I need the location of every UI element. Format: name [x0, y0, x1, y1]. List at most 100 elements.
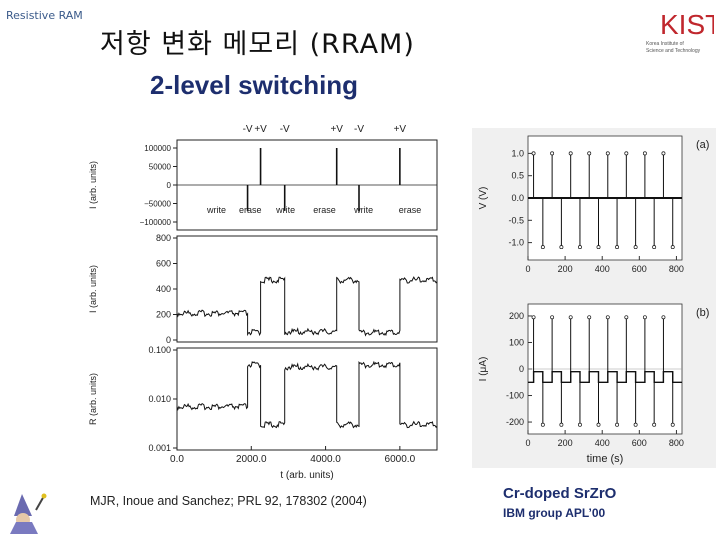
slide-subtitle: 2-level switching — [150, 70, 359, 100]
right-bottom-xtick-label: 200 — [558, 438, 573, 448]
right-top-ytick-label: -0.5 — [508, 215, 524, 225]
right-bottom-ylabel: I (μA) — [478, 357, 489, 382]
voltage-pulse-marker — [633, 245, 638, 250]
right-bottom-panel-label: (b) — [696, 307, 709, 319]
xtick-label-left-bottom: 4000.0 — [310, 454, 341, 465]
current-pulse-marker — [559, 422, 564, 427]
ylabel-left-bottom: R (arb. units) — [88, 373, 98, 425]
right-bottom-ytick-label: 100 — [509, 337, 524, 347]
ytick-label-left-top: 0 — [167, 181, 172, 190]
ytick-label-left-top: 100000 — [144, 144, 171, 153]
pulse-label: +V — [330, 124, 343, 135]
xtick-label-left-bottom: 0.0 — [170, 454, 184, 465]
right-top-ytick-label: 0.0 — [511, 193, 524, 203]
right-bottom-xtick-label: 0 — [525, 438, 530, 448]
voltage-pulse-marker — [550, 151, 555, 156]
voltage-pulse-marker — [661, 151, 666, 156]
voltage-pulse-marker — [531, 151, 536, 156]
pulse-label: +V — [254, 124, 267, 135]
right-top-xtick-label: 400 — [595, 264, 610, 274]
annotation-label: erase — [399, 205, 422, 215]
logo-mark: KIST — [660, 9, 714, 40]
xtick-label-left-bottom: 2000.0 — [236, 454, 267, 465]
ytick-label-left-bottom: 0.100 — [148, 345, 171, 355]
series-resistance-trace — [176, 360, 438, 429]
annotation-label: write — [206, 205, 226, 215]
voltage-pulse-marker — [605, 151, 610, 156]
current-pulse-marker — [605, 315, 610, 320]
current-pulse-marker — [642, 315, 647, 320]
xtick-label-left-bottom: 6000.0 — [385, 454, 416, 465]
current-pulse-marker — [568, 315, 573, 320]
voltage-pulse-marker — [540, 245, 545, 250]
ylabel-left-top: I (arb. units) — [88, 161, 98, 209]
ylabel-left-middle: I (arb. units) — [88, 265, 98, 313]
right-top-ytick-label: 0.5 — [511, 171, 524, 181]
voltage-pulse-marker — [559, 245, 564, 250]
annotation-label: write — [353, 205, 373, 215]
pulse-label: -V — [243, 124, 253, 135]
annotation-label: write — [275, 205, 295, 215]
annotation-label: erase — [239, 205, 262, 215]
left-middle-frame — [176, 235, 438, 343]
ytick-label-left-middle: 400 — [156, 284, 171, 294]
voltage-pulse-marker — [624, 151, 629, 156]
right-top-panel-label: (a) — [696, 139, 709, 151]
ytick-label-left-middle: 200 — [156, 310, 171, 320]
voltage-pulse-marker — [587, 151, 592, 156]
ytick-label-left-middle: 800 — [156, 233, 171, 243]
wizard-icon — [10, 493, 47, 534]
current-pulse-marker — [615, 422, 620, 427]
right-top-xtick-label: 800 — [669, 264, 684, 274]
citation-left: MJR, Inoue and Sanchez; PRL 92, 178302 (… — [90, 494, 367, 508]
ytick-label-left-top: −50000 — [144, 200, 171, 209]
voltage-pulse-marker — [615, 245, 620, 250]
corner-label: Resistive RAM — [6, 9, 83, 22]
annotation-label: erase — [313, 205, 336, 215]
current-pulse-marker — [578, 422, 582, 427]
current-pulse-marker — [587, 315, 592, 320]
figure-right: 1.0 0.5 0.0 -0.5 -1.0 0 200 400 600 800 (a) V (V) 20… — [472, 128, 716, 468]
left-bottom-frame — [176, 347, 438, 451]
pulse-label: -V — [280, 124, 290, 135]
right-top-xtick-label: 200 — [558, 264, 573, 274]
logo-sub-1: Korea Institute of — [646, 41, 684, 47]
right-bottom-ytick-label: 0 — [519, 364, 524, 374]
series-current-trace — [176, 276, 438, 337]
current-pulse-marker — [596, 422, 601, 427]
current-pulse-marker — [550, 315, 555, 320]
current-pulse-marker — [652, 422, 657, 427]
ytick-label-left-bottom: 0.010 — [148, 394, 171, 404]
right-bottom-ytick-label: -200 — [506, 417, 524, 427]
ytick-label-left-middle: 0 — [166, 335, 171, 345]
slide-title: 저항 변화 메모리 (RRAM) — [100, 29, 415, 60]
caption-group: IBM group APL’00 — [503, 506, 606, 520]
pulse-label: -V — [354, 124, 364, 135]
kist-logo: KIST Korea Institute of Science and Tech… — [646, 9, 714, 54]
right-bottom-xtick-label: 600 — [632, 438, 647, 448]
current-pulse-marker — [624, 315, 629, 320]
right-top-xtick-label: 600 — [632, 264, 647, 274]
current-pulse-marker — [531, 315, 536, 320]
voltage-pulse-marker — [578, 245, 582, 250]
right-top-ytick-label: -1.0 — [508, 238, 524, 248]
ytick-label-left-top: 50000 — [149, 163, 172, 172]
voltage-pulse-marker — [568, 151, 573, 156]
right-bottom-xtick-label: 800 — [669, 438, 684, 448]
logo-sub-2: Science and Technology — [646, 48, 701, 54]
ytick-label-left-top: −100000 — [140, 218, 172, 227]
current-pulse-marker — [670, 422, 675, 427]
right-bottom-ytick-label: 200 — [509, 311, 524, 321]
current-pulse-marker — [540, 422, 545, 427]
right-top-ytick-label: 1.0 — [511, 148, 524, 158]
right-bottom-xtick-label: 400 — [595, 438, 610, 448]
current-pulse-marker — [633, 422, 638, 427]
xlabel-left-bottom: t (arb. units) — [280, 470, 333, 481]
right-top-xtick-label: 0 — [525, 264, 530, 274]
ytick-label-left-middle: 600 — [156, 259, 171, 269]
right-bottom-xlabel: time (s) — [587, 453, 624, 465]
pulse-label: +V — [394, 124, 407, 135]
voltage-pulse-marker — [596, 245, 601, 250]
voltage-pulse-marker — [652, 245, 657, 250]
